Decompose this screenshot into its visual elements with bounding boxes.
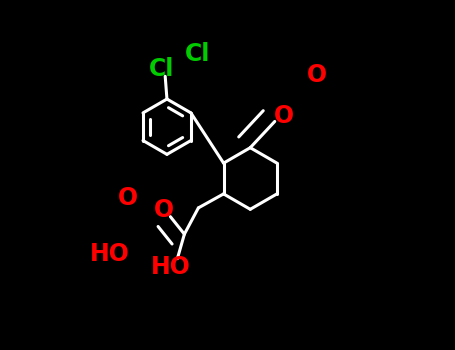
Text: HO: HO	[90, 242, 130, 266]
Text: O: O	[118, 186, 138, 210]
Text: Cl: Cl	[149, 57, 174, 81]
Text: O: O	[307, 63, 327, 87]
Text: O: O	[273, 104, 293, 128]
Text: HO: HO	[151, 256, 190, 279]
Text: Cl: Cl	[185, 42, 210, 66]
Text: O: O	[154, 198, 174, 222]
